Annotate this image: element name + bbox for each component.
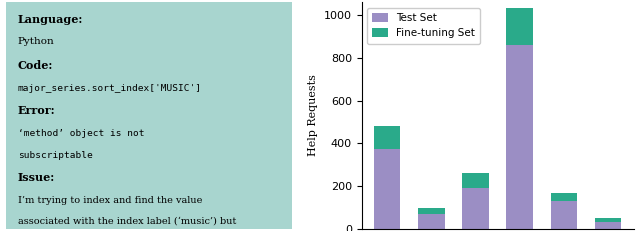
Text: subscriptable: subscriptable bbox=[18, 151, 93, 160]
Bar bbox=[418, 208, 445, 214]
Bar bbox=[506, 8, 533, 45]
Bar bbox=[374, 149, 401, 229]
Text: Code:: Code: bbox=[18, 60, 53, 71]
Text: ‘method’ object is not: ‘method’ object is not bbox=[18, 129, 145, 138]
Bar bbox=[374, 126, 401, 149]
Text: I’m trying to index and find the value: I’m trying to index and find the value bbox=[18, 196, 202, 205]
Bar bbox=[418, 214, 445, 229]
Bar bbox=[462, 173, 489, 188]
Text: major_series.sort_index['MUSIC']: major_series.sort_index['MUSIC'] bbox=[18, 84, 202, 93]
Bar bbox=[506, 45, 533, 229]
Bar bbox=[595, 222, 621, 229]
Text: Error:: Error: bbox=[18, 105, 56, 116]
Legend: Test Set, Fine-tuning Set: Test Set, Fine-tuning Set bbox=[367, 8, 480, 44]
Text: Issue:: Issue: bbox=[18, 172, 55, 183]
Text: associated with the index label (‘music’) but: associated with the index label (‘music’… bbox=[18, 217, 236, 226]
Y-axis label: Help Requests: Help Requests bbox=[308, 75, 318, 156]
Bar bbox=[462, 188, 489, 229]
Text: Language:: Language: bbox=[18, 14, 83, 25]
Bar bbox=[550, 193, 577, 201]
Text: Python: Python bbox=[18, 37, 54, 46]
Bar bbox=[595, 218, 621, 222]
Bar bbox=[550, 201, 577, 229]
